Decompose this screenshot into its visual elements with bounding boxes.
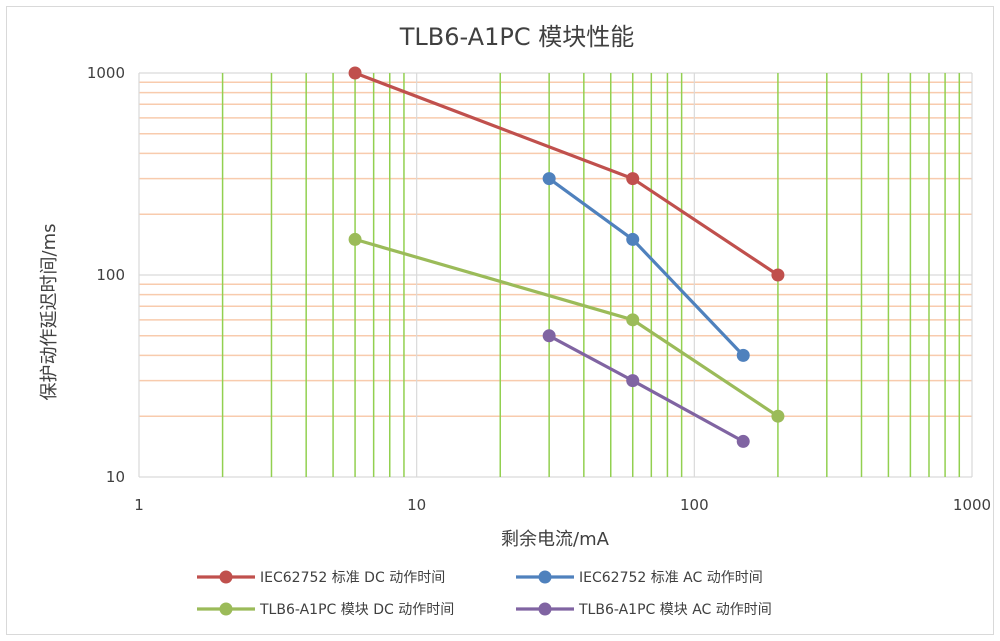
legend-label: IEC62752 标准 DC 动作时间 [260,570,445,586]
data-point [626,374,640,388]
legend-swatch-marker [219,602,233,616]
legend-label: TLB6-A1PC 模块 AC 动作时间 [578,602,772,618]
data-point [771,268,785,282]
legend-swatch-marker [538,570,552,584]
legend-item: IEC62752 标准 DC 动作时间 [197,570,445,586]
legend-swatch-marker [538,602,552,616]
legend-label: IEC62752 标准 AC 动作时间 [579,570,763,586]
series [542,329,750,448]
data-point [626,172,640,186]
series-line [354,237,779,418]
x-tick-label: 10 [407,496,426,514]
legend-item: TLB6-A1PC 模块 AC 动作时间 [516,602,772,618]
grid-layer [138,72,973,478]
y-tick-label: 10 [106,468,125,486]
legend-item: IEC62752 标准 AC 动作时间 [516,570,763,586]
data-point [348,232,362,246]
y-tick-label: 100 [96,266,125,284]
series [348,66,785,282]
series-layer [348,66,785,448]
series-line [354,71,779,277]
data-point [542,172,556,186]
x-tick-label: 100 [680,496,709,514]
series [348,232,785,423]
y-axis-label: 保护动作延迟时间/ms [39,224,60,401]
x-tick-label: 1000 [953,496,991,514]
data-point [626,313,640,327]
legend: IEC62752 标准 DC 动作时间 IEC62752 标准 AC 动作时间 TL… [197,570,772,618]
data-point [736,434,750,448]
tick-labels: 1 10 100 1000 10 100 1000 [87,64,991,514]
x-axis-label: 剩余电流/mA [501,529,610,550]
series-line [548,334,744,443]
data-point [626,232,640,246]
legend-swatch-marker [219,570,233,584]
legend-label: TLB6-A1PC 模块 DC 动作时间 [259,602,454,618]
series [542,172,750,362]
chart-title: TLB6-A1PC 模块性能 [399,23,634,51]
data-point [771,409,785,423]
x-tick-label: 1 [134,496,144,514]
data-point [736,348,750,362]
y-tick-label: 1000 [87,64,125,82]
data-point [348,66,362,80]
legend-item: TLB6-A1PC 模块 DC 动作时间 [197,602,454,618]
data-point [542,329,556,343]
